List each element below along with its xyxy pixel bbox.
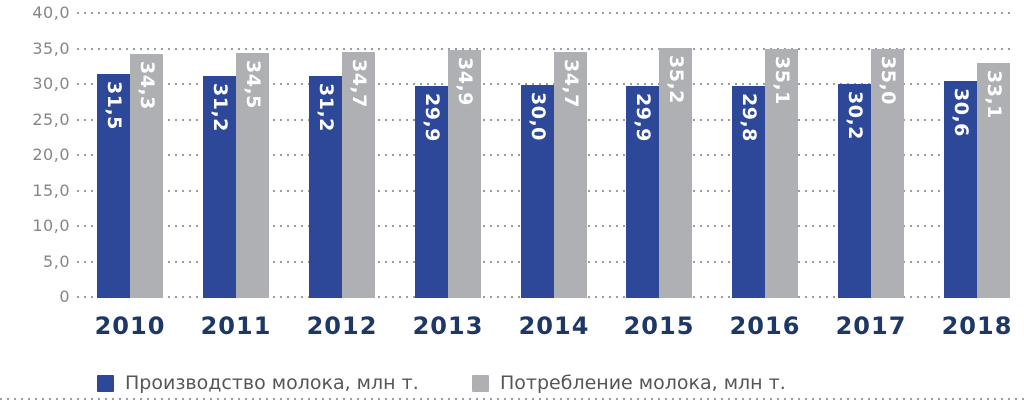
bar-value-label: 30,0 (526, 92, 549, 141)
legend-label-production: Производство молока, млн т. (125, 372, 419, 394)
x-axis-year-label-2018: 2018 (941, 312, 1013, 340)
y-axis-tick-label-0: 0 (59, 287, 70, 306)
bar-consumption-2018: 33,1 (977, 63, 1010, 298)
bar-production-2013: 29,9 (415, 86, 448, 298)
bar-value-label: 35,0 (876, 56, 899, 105)
bar-value-label: 34,3 (135, 61, 158, 110)
y-axis-tick-label-10: 10,0 (32, 216, 70, 235)
x-axis-year-label-2016: 2016 (729, 312, 801, 340)
bar-value-label: 30,6 (949, 88, 972, 137)
bar-production-2017: 30,2 (838, 84, 871, 298)
x-axis-year-label-2015: 2015 (623, 312, 695, 340)
bar-production-2014: 30,0 (521, 85, 554, 298)
bar-value-label: 31,2 (208, 83, 231, 132)
x-axis-year-label-2011: 2011 (200, 312, 272, 340)
bottom-dotted-divider (0, 398, 1024, 400)
y-axis-tick-label-35: 35,0 (32, 39, 70, 58)
bar-consumption-2014: 34,7 (554, 52, 587, 298)
bar-consumption-2016: 35,1 (765, 49, 798, 298)
bar-value-label: 31,2 (314, 83, 337, 132)
bar-value-label: 35,2 (664, 55, 687, 104)
x-axis-year-label-2013: 2013 (412, 312, 484, 340)
bar-value-label: 29,9 (420, 93, 443, 142)
bar-consumption-2015: 35,2 (659, 48, 692, 298)
bar-value-label: 29,9 (631, 93, 654, 142)
legend-label-consumption: Потребление молока, млн т. (500, 372, 786, 394)
bar-production-2015: 29,9 (626, 86, 659, 298)
bar-consumption-2017: 35,0 (871, 49, 904, 298)
y-axis-tick-label-30: 30,0 (32, 74, 70, 93)
legend-swatch-production (97, 374, 114, 392)
x-axis-year-label-2014: 2014 (518, 312, 590, 340)
legend-item-production: Производство молока, млн т. (97, 372, 419, 394)
gridline-35 (77, 48, 1014, 50)
x-axis-year-label-2012: 2012 (306, 312, 378, 340)
bar-value-label: 34,9 (453, 57, 476, 106)
bar-production-2011: 31,2 (203, 76, 236, 298)
gridline-30 (77, 83, 1014, 85)
bar-value-label: 34,5 (241, 60, 264, 109)
y-axis-tick-label-40: 40,0 (32, 3, 70, 22)
bar-value-label: 35,1 (770, 56, 793, 105)
bar-consumption-2013: 34,9 (448, 50, 481, 298)
y-axis-tick-label-5: 5,0 (43, 252, 70, 271)
x-axis-year-label-2010: 2010 (94, 312, 166, 340)
y-axis-tick-label-20: 20,0 (32, 145, 70, 164)
bar-value-label: 31,5 (102, 81, 125, 130)
bar-production-2010: 31,5 (97, 74, 130, 298)
bar-value-label: 29,8 (737, 93, 760, 142)
bar-consumption-2012: 34,7 (342, 52, 375, 298)
bar-value-label: 34,7 (559, 59, 582, 108)
gridline-40 (77, 12, 1014, 14)
bar-consumption-2010: 34,3 (130, 54, 163, 298)
bar-production-2012: 31,2 (309, 76, 342, 298)
legend-swatch-consumption (472, 374, 489, 392)
bar-value-label: 33,1 (982, 70, 1005, 119)
bar-production-2016: 29,8 (732, 86, 765, 298)
x-axis-year-label-2017: 2017 (835, 312, 907, 340)
bar-consumption-2011: 34,5 (236, 53, 269, 298)
y-axis-tick-label-25: 25,0 (32, 110, 70, 129)
y-axis-tick-label-15: 15,0 (32, 181, 70, 200)
bar-value-label: 34,7 (347, 59, 370, 108)
bar-value-label: 30,2 (843, 91, 866, 140)
legend-item-consumption: Потребление молока, млн т. (472, 372, 786, 394)
bar-production-2018: 30,6 (944, 81, 977, 298)
